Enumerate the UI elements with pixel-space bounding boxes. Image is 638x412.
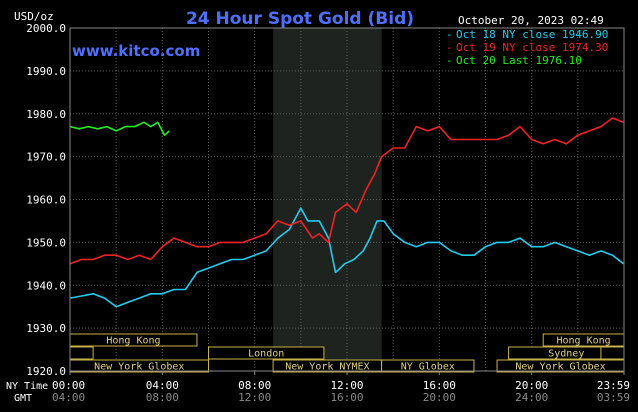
y-unit-label: USD/oz xyxy=(14,10,54,23)
session-label: New York Globex xyxy=(94,362,184,373)
session-band xyxy=(381,359,475,373)
y-tick-label: 1920.0 xyxy=(26,365,66,378)
series-line-2 xyxy=(69,121,170,136)
gmt-row-label: GMT xyxy=(14,393,32,404)
legend-swatch-oct18: - xyxy=(446,28,453,41)
chart-timestamp: October 20, 2023 02:49 xyxy=(458,14,604,27)
x-tick-label-gmt: 16:00 xyxy=(330,391,363,404)
session-label: Hong Kong xyxy=(557,336,611,347)
session-shade-layer xyxy=(273,28,382,371)
session-label: London xyxy=(248,349,284,360)
session-label: Sydney xyxy=(548,349,584,360)
y-tick-label: 1990.0 xyxy=(26,65,66,78)
y-tick-label: 1930.0 xyxy=(26,322,66,335)
session-label: Hong Kong xyxy=(106,336,160,347)
x-tick-label-gmt: 24:00 xyxy=(515,391,548,404)
series-line-1 xyxy=(69,117,624,265)
axis-layer: 2000.0 1990.0 1980.0 1970.0 1960.0 1950.0 1940… xyxy=(26,22,630,404)
session-band xyxy=(208,346,325,360)
x-tick-label-gmt: 03:59 xyxy=(597,391,630,404)
session-label: New York Globex xyxy=(515,362,605,373)
chart-title: 24 Hour Spot Gold (Bid) xyxy=(186,9,414,29)
y-tick-label: 1940.0 xyxy=(26,279,66,292)
x-tick-label-ny: 00:00 xyxy=(52,379,85,392)
legend-swatch-oct19: - xyxy=(446,41,453,54)
legend-swatch-oct20: - xyxy=(446,54,453,67)
y-tick-label: 1950.0 xyxy=(26,236,66,249)
session-label: NY Globex xyxy=(401,362,455,373)
x-tick-label-gmt: 08:00 xyxy=(146,391,179,404)
x-tick-label-gmt: 20:00 xyxy=(423,391,456,404)
series-line-0 xyxy=(69,207,624,308)
ny-time-row-label: NY Time xyxy=(6,381,48,392)
session-bands: Hong Kong London New York Globex New York N… xyxy=(69,333,625,373)
legend-entry-oct18: Oct 18 NY close 1946.90 xyxy=(456,28,608,41)
x-tick-label-gmt: 04:00 xyxy=(52,391,85,404)
y-tick-label: 1970.0 xyxy=(26,151,66,164)
y-tick-label: 1980.0 xyxy=(26,108,66,121)
y-tick-label: 2000.0 xyxy=(26,22,66,35)
y-tick-label: 1960.0 xyxy=(26,194,66,207)
x-tick-label-ny: 04:00 xyxy=(146,379,179,392)
x-tick-label-gmt: 12:00 xyxy=(238,391,271,404)
brand-link[interactable]: www.kitco.com xyxy=(72,42,200,60)
x-tick-label-ny: 16:00 xyxy=(423,379,456,392)
nymex-session-shade xyxy=(273,28,382,371)
legend-entry-oct20: Oct 20 Last 1976.10 xyxy=(456,54,582,67)
session-band xyxy=(69,346,94,360)
x-tick-label-ny: 23:59 xyxy=(597,379,630,392)
x-tick-label-ny: 20:00 xyxy=(515,379,548,392)
legend: - Oct 18 NY close 1946.90 - Oct 19 NY cl… xyxy=(446,28,608,67)
session-band xyxy=(600,346,625,360)
session-label: New York NYMEX xyxy=(285,362,369,373)
series-layer xyxy=(69,117,624,308)
legend-entry-oct19: Oct 19 NY close 1974.30 xyxy=(456,41,608,54)
x-tick-label-ny: 12:00 xyxy=(330,379,363,392)
x-tick-label-ny: 08:00 xyxy=(238,379,271,392)
